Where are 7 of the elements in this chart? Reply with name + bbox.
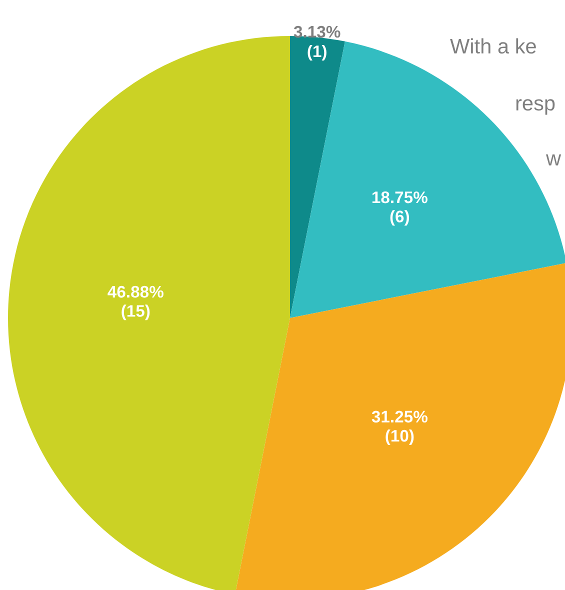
data-label: 3.13% (1) <box>294 26 340 61</box>
data-label: 18.75% (6) <box>372 191 428 226</box>
data-label: 46.88% (15) <box>108 286 164 320</box>
text: resp <box>516 99 555 115</box>
data-label: 31.25% (10) <box>372 410 428 446</box>
text: With a ke <box>450 38 536 54</box>
text: w <box>546 154 562 166</box>
